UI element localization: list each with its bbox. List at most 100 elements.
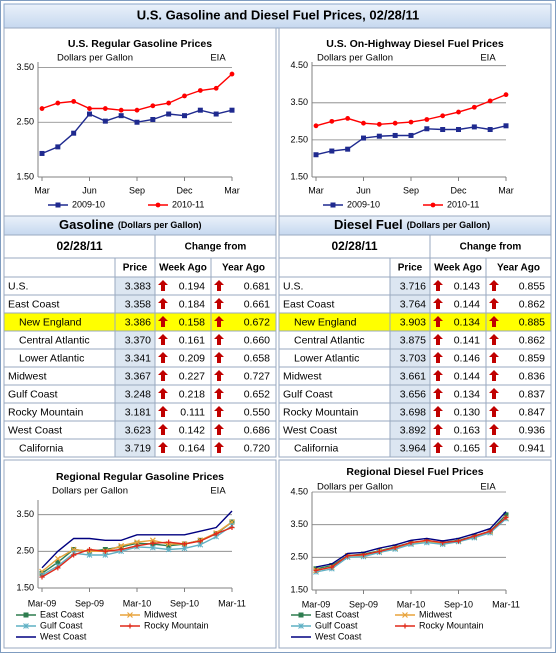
marker <box>87 111 92 117</box>
x-tick-label: Dec <box>176 185 193 195</box>
x-tick-label: Mar <box>498 185 514 195</box>
legend-marker <box>402 612 408 618</box>
legend-label: 2009-10 <box>72 199 105 209</box>
marker <box>134 107 140 113</box>
marker <box>150 540 156 546</box>
legend-marker <box>298 623 304 629</box>
marker <box>392 120 398 126</box>
marker <box>503 512 509 518</box>
marker <box>408 119 414 125</box>
marker <box>166 100 172 106</box>
marker <box>361 120 366 126</box>
marker <box>361 135 366 141</box>
up-arrow <box>158 442 168 453</box>
legend-marker <box>430 202 436 208</box>
up-arrow <box>433 370 443 381</box>
legend-marker <box>23 612 29 618</box>
up-arrow <box>214 316 224 327</box>
x-tick-label: Mar <box>34 185 50 195</box>
up-arrow <box>489 388 499 399</box>
marker <box>166 539 172 545</box>
marker <box>503 92 509 98</box>
panel <box>278 459 552 649</box>
up-arrow <box>158 424 168 435</box>
chart-subtitle: Dollars per Gallon <box>317 53 393 64</box>
change-value: 0.144 <box>454 298 480 310</box>
change-value: 0.165 <box>454 442 480 454</box>
marker <box>54 555 61 562</box>
legend-label: Gulf Coast <box>315 620 358 630</box>
y-tick-label: 4.50 <box>290 486 308 496</box>
up-arrow <box>433 442 443 453</box>
change-value: 0.936 <box>519 424 545 436</box>
change-value: 0.134 <box>454 388 480 400</box>
x-tick-label: Jun <box>356 185 371 195</box>
marker <box>456 127 461 133</box>
price: 3.892 <box>400 424 426 436</box>
up-arrow <box>158 280 168 291</box>
marker <box>456 538 461 544</box>
marker <box>487 98 493 104</box>
price: 3.719 <box>125 442 151 454</box>
up-arrow <box>214 406 224 417</box>
y-tick-label: 4.50 <box>290 60 308 70</box>
up-arrow <box>214 388 224 399</box>
up-arrow <box>158 388 168 399</box>
marker <box>102 106 108 111</box>
price: 3.661 <box>400 370 426 382</box>
price: 3.383 <box>125 280 151 292</box>
table-unit: (Dollars per Gallon) <box>407 220 491 230</box>
legend-label: East Coast <box>40 609 85 619</box>
marker <box>134 539 140 546</box>
price: 3.248 <box>125 388 151 400</box>
change-value: 0.727 <box>244 370 270 382</box>
up-arrow <box>214 298 224 309</box>
change-value: 0.161 <box>179 334 205 346</box>
change-value: 0.836 <box>519 370 545 382</box>
marker <box>118 107 124 113</box>
change-value: 0.158 <box>179 316 205 328</box>
region-name: Central Atlantic <box>19 334 90 346</box>
chart-subtitle: Dollars per Gallon <box>57 53 133 64</box>
x-tick-label: Mar-10 <box>123 598 152 608</box>
marker <box>87 547 92 552</box>
change-value: 0.134 <box>454 316 480 328</box>
price: 3.358 <box>125 298 151 310</box>
chart-source: EIA <box>210 486 226 497</box>
legend-marker <box>127 623 133 629</box>
column-header: Year Ago <box>222 263 265 274</box>
marker <box>345 115 351 121</box>
change-value: 0.672 <box>244 316 270 328</box>
panel <box>3 459 277 649</box>
up-arrow <box>214 424 224 435</box>
marker <box>392 545 398 551</box>
column-header: Week Ago <box>159 263 207 274</box>
up-arrow <box>158 334 168 345</box>
page-title: U.S. Gasoline and Diesel Fuel Prices, 02… <box>137 7 420 22</box>
marker <box>229 525 235 530</box>
marker <box>166 111 172 117</box>
up-arrow <box>489 406 499 417</box>
marker <box>213 111 219 117</box>
y-tick-label: 2.50 <box>290 552 308 562</box>
marker <box>503 514 509 520</box>
marker <box>55 559 61 565</box>
marker <box>39 574 45 580</box>
up-arrow <box>158 406 168 417</box>
region-name: California <box>19 442 64 454</box>
marker <box>71 99 77 104</box>
chart-subtitle: Dollars per Gallon <box>317 482 393 493</box>
marker <box>55 565 61 571</box>
up-arrow <box>433 334 443 345</box>
marker <box>329 564 335 570</box>
legend-marker <box>330 202 336 208</box>
price: 3.623 <box>125 424 151 436</box>
chart-source: EIA <box>480 53 496 64</box>
column-header: Week Ago <box>434 263 482 274</box>
change-value: 0.652 <box>244 388 270 400</box>
marker <box>408 132 414 138</box>
marker <box>150 117 156 122</box>
marker <box>71 130 77 136</box>
price: 3.964 <box>400 442 426 454</box>
